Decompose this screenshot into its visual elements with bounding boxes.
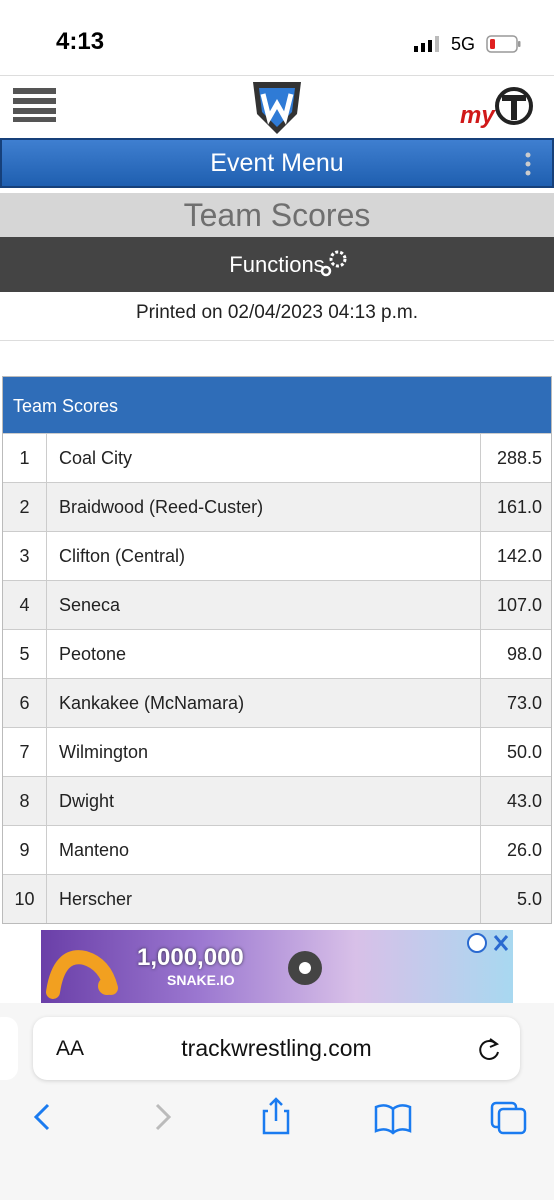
rank-cell: 1 [3, 434, 47, 482]
hamburger-menu[interactable] [13, 88, 56, 122]
advertisement[interactable]: 1,000,000 SNAKE.IO [41, 930, 513, 1003]
my-logo-icon[interactable] [494, 86, 534, 126]
table-row: 3 Clifton (Central) 142.0 [3, 531, 551, 580]
team-cell: Seneca [47, 581, 481, 629]
snake-graphic [46, 950, 118, 999]
tab-preview[interactable] [0, 1017, 18, 1080]
printed-date: Printed on 02/04/2023 04:13 p.m. [135, 302, 419, 323]
score-cell: 5.0 [516, 889, 542, 909]
ad-amount[interactable]: 1,000,000 [137, 944, 244, 971]
ad-close[interactable] [467, 932, 513, 954]
rank-cell: 7 [3, 728, 47, 776]
team-cell: Braidwood (Reed-Custer) [47, 483, 481, 531]
browser-toolbar [33, 1097, 527, 1135]
table-row: 7 Wilmington 50.0 [3, 727, 551, 776]
team-cell: Wilmington [47, 728, 481, 776]
time: 4:13 [56, 28, 105, 55]
score-cell: 73.0 [506, 693, 542, 713]
tabs-button[interactable] [490, 1101, 527, 1135]
back-button[interactable] [33, 1103, 50, 1131]
table-row: 10 Herscher 5.0 [3, 874, 551, 923]
scores-table: Team Scores 1 Coal City 288.5 2 Braidwood (R… [2, 376, 552, 924]
score-cell: 288.5 [496, 448, 542, 468]
table-row: 6 Kankakee (McNamara) 73.0 [3, 678, 551, 727]
table-body: 1 Coal City 288.5 2 Braidwood (Reed-Custer) 1… [3, 433, 551, 923]
network: 5G [451, 34, 476, 54]
score-cell: 161.0 [496, 497, 542, 517]
functions-label[interactable]: Functions [229, 252, 325, 277]
table-row: 4 Seneca 107.0 [3, 580, 551, 629]
rank-cell: 5 [3, 630, 47, 678]
battery-icon [486, 35, 521, 53]
rank-cell: 6 [3, 679, 47, 727]
rank-cell: 3 [3, 532, 47, 580]
table-row: 2 Braidwood (Reed-Custer) 161.0 [3, 482, 551, 531]
score-cell: 26.0 [506, 840, 542, 860]
team-cell: Herscher [47, 875, 481, 923]
score-cell: 107.0 [496, 595, 542, 615]
event-menu-label[interactable]: Event Menu [210, 149, 344, 177]
table-row: 5 Peotone 98.0 [3, 629, 551, 678]
gear-icon[interactable] [318, 249, 350, 279]
ad-button-icon [288, 951, 322, 985]
rank-cell: 2 [3, 483, 47, 531]
trackwrestling-logo[interactable] [250, 78, 304, 136]
rank-cell: 10 [3, 875, 47, 923]
rank-cell: 4 [3, 581, 47, 629]
site-header: my [0, 75, 554, 138]
team-cell: Clifton (Central) [47, 532, 481, 580]
url-text[interactable]: trackwrestling.com [181, 1035, 372, 1061]
event-menu[interactable]: Event Menu [0, 138, 554, 188]
score-cell: 43.0 [506, 791, 542, 811]
my-logo-text[interactable]: my [460, 102, 495, 129]
text-size-button[interactable]: AA [56, 1037, 85, 1060]
table-row: 8 Dwight 43.0 [3, 776, 551, 825]
score-cell: 98.0 [506, 644, 542, 664]
table-title: Team Scores [3, 377, 551, 433]
team-cell: Dwight [47, 777, 481, 825]
divider [0, 340, 554, 341]
functions-bar[interactable]: Functions [0, 237, 554, 292]
team-cell: Kankakee (McNamara) [47, 679, 481, 727]
team-cell: Coal City [47, 434, 481, 482]
score-cell: 50.0 [506, 742, 542, 762]
score-cell: 142.0 [496, 546, 542, 566]
page-title: Team Scores [0, 193, 554, 237]
status-bar: 4:13 5G [0, 0, 554, 75]
signal-icon [414, 36, 439, 52]
kebab-icon[interactable] [524, 152, 532, 176]
team-cell: Peotone [47, 630, 481, 678]
reload-icon[interactable] [476, 1035, 502, 1063]
bookmarks-button[interactable] [374, 1104, 412, 1135]
rank-cell: 8 [3, 777, 47, 825]
ad-game[interactable]: SNAKE.IO [167, 972, 235, 988]
rank-cell: 9 [3, 826, 47, 874]
team-cell: Manteno [47, 826, 481, 874]
forward-button[interactable] [155, 1103, 172, 1131]
table-row: 9 Manteno 26.0 [3, 825, 551, 874]
table-row: 1 Coal City 288.5 [3, 433, 551, 482]
share-button[interactable] [262, 1097, 290, 1135]
address-bar[interactable]: AA trackwrestling.com [33, 1017, 520, 1080]
